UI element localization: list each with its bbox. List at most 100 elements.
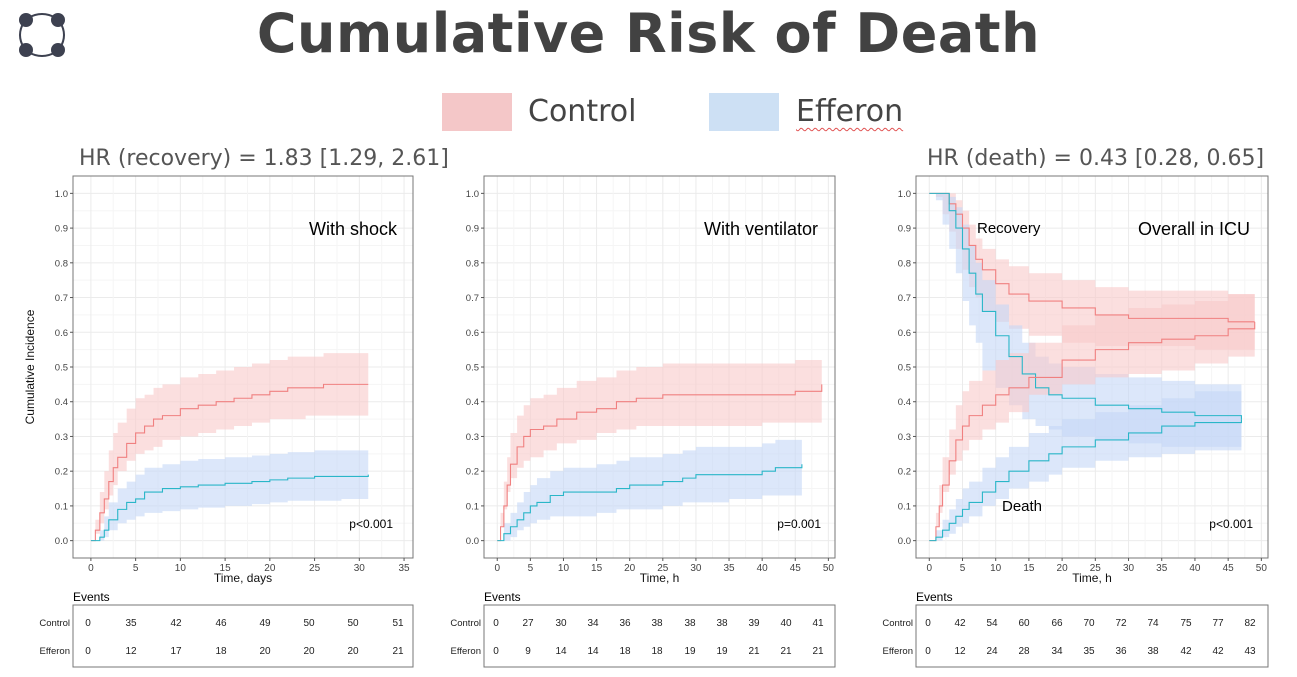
x-tick-label: 30 [354,563,366,574]
events-cell: 0 [493,618,499,629]
events-cell: 77 [1212,618,1224,629]
p-value-label: p=0.001 [777,517,821,531]
events-cell: 46 [215,618,227,629]
x-axis-label: Time, days [214,571,272,585]
x-tick-label: 0 [494,563,500,574]
events-cell: 21 [780,646,792,657]
ci-band-efferon [90,448,369,541]
events-cell: 42 [1212,646,1224,657]
p-value-label: p<0.001 [1209,517,1253,531]
x-tick-label: 5 [960,563,966,574]
y-tick-label: 0.9 [466,224,479,235]
x-tick-label: 10 [175,563,187,574]
y-tick-label: 0.6 [466,328,479,339]
x-tick-label: 0 [88,563,94,574]
events-row-label-control: Control [39,618,70,629]
x-axis-label: Time, h [640,571,680,585]
events-title: Events [484,590,521,604]
events-cell: 42 [170,618,182,629]
events-title: Events [73,590,110,604]
y-tick-label: 0.5 [466,363,479,374]
events-cell: 51 [392,618,404,629]
events-cell: 38 [651,618,663,629]
events-cell: 82 [1244,618,1256,629]
y-tick-label: 0.2 [466,467,479,478]
y-tick-label: 0.3 [55,432,68,443]
y-tick-label: 0.4 [466,397,479,408]
y-tick-label: 0.1 [466,501,479,512]
series-line-efferon [90,474,369,542]
y-tick-label: 1.0 [55,189,68,200]
y-tick-label: 0.8 [898,258,911,269]
x-tick-label: 25 [1090,563,1102,574]
events-row-label-control: Control [450,618,481,629]
events-cell: 74 [1147,618,1159,629]
x-tick-label: 15 [591,563,603,574]
events-table-frame [915,604,1269,668]
series-line-efferon-recovery [929,192,1242,420]
events-cell: 38 [684,618,696,629]
events-cell: 18 [619,646,631,657]
y-tick-label: 0.8 [466,258,479,269]
x-tick-label: 50 [823,563,835,574]
events-cell: 35 [125,618,137,629]
y-tick-label: 0.7 [55,293,68,304]
events-cell: 0 [85,618,91,629]
y-tick-label: 0.7 [898,293,911,304]
events-cell: 30 [555,618,567,629]
y-tick-label: 1.0 [898,189,911,200]
events-cell: 50 [347,618,359,629]
x-tick-label: 20 [624,563,636,574]
y-tick-label: 0.7 [466,293,479,304]
y-tick-label: 0.3 [898,432,911,443]
ci-band-control [497,353,822,541]
panel-annotation: With ventilator [704,219,818,239]
series-line-efferon [497,464,803,542]
x-tick-label: 15 [1023,563,1035,574]
events-cell: 21 [812,646,824,657]
events-cell: 0 [493,646,499,657]
events-cell: 12 [125,646,137,657]
x-tick-label: 35 [723,563,735,574]
events-cell: 41 [812,618,824,629]
events-cell: 49 [259,618,271,629]
events-cell: 42 [954,618,966,629]
events-cell: 34 [1051,646,1063,657]
x-tick-label: 35 [398,563,410,574]
events-cell: 18 [215,646,227,657]
events-row-label-control: Control [882,618,913,629]
events-cell: 42 [1180,646,1192,657]
y-tick-label: 0.0 [898,536,911,547]
x-tick-label: 5 [528,563,534,574]
curve-label-recovery: Recovery [977,220,1041,237]
x-tick-label: 10 [990,563,1002,574]
hr-label-shock: HR (recovery) = 1.83 [1.29, 2.61] [79,146,449,171]
x-tick-label: 5 [133,563,139,574]
events-cell: 40 [780,618,792,629]
x-tick-label: 20 [1057,563,1069,574]
page-title: Cumulative Risk of Death [256,2,1041,65]
events-row-label-efferon: Efferon [40,646,70,657]
x-tick-label: 25 [657,563,669,574]
events-cell: 70 [1083,618,1095,629]
events-cell: 75 [1180,618,1192,629]
events-title: Events [916,590,953,604]
events-cell: 20 [347,646,359,657]
y-tick-label: 0.0 [55,536,68,547]
events-cell: 19 [684,646,696,657]
x-tick-label: 35 [1156,563,1168,574]
events-row-label-efferon: Efferon [883,646,913,657]
x-tick-label: 15 [220,563,232,574]
y-tick-label: 1.0 [466,189,479,200]
x-tick-label: 25 [309,563,321,574]
ci-band-efferon [497,436,802,541]
legend-label-control: Control [528,94,637,129]
legend-swatch-efferon [709,93,779,131]
y-tick-label: 0.5 [55,363,68,374]
x-tick-label: 20 [264,563,276,574]
series-line-control-death [929,321,1256,542]
events-cell: 21 [392,646,404,657]
x-tick-label: 10 [558,563,570,574]
x-tick-label: 40 [757,563,769,574]
